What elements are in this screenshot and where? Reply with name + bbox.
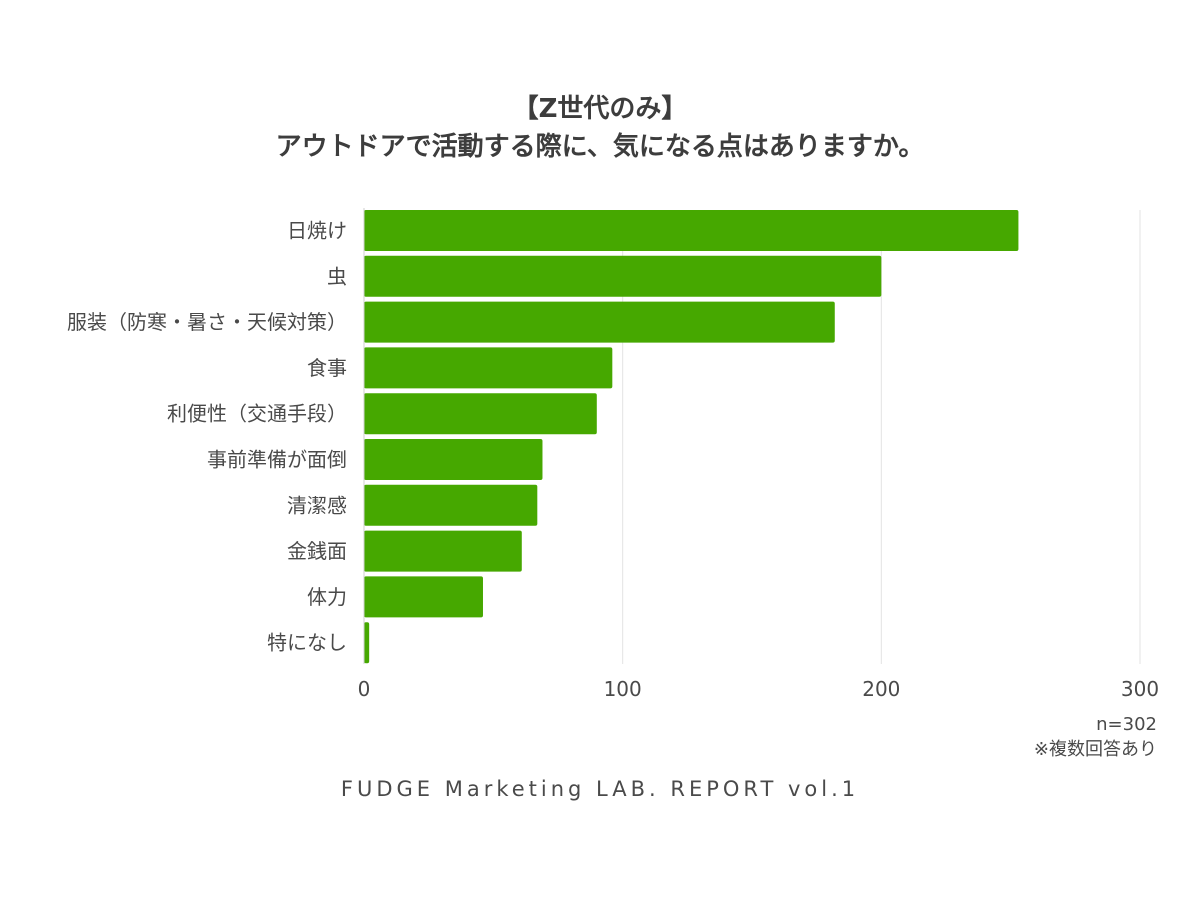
bar-6 (364, 484, 538, 526)
chart-title: 【Z世代のみ】 アウトドアで活動する際に、気になる点はありますか。 (0, 90, 1200, 166)
bar-7 (364, 530, 522, 572)
bar-1 (364, 255, 882, 297)
x-tick-label-300: 300 (1121, 677, 1159, 701)
sample-size-note: n=302 (1096, 714, 1157, 735)
bar-2 (364, 301, 835, 343)
bar-9 (364, 622, 370, 664)
bar-3 (364, 347, 613, 389)
category-label-0: 日焼け (287, 219, 347, 243)
category-label-5: 事前準備が面倒 (207, 448, 347, 472)
category-label-1: 虫 (327, 264, 347, 288)
bar-8 (364, 576, 483, 618)
category-label-4: 利便性（交通手段） (167, 402, 347, 426)
bar-5 (364, 439, 543, 480)
x-tick-label-0: 0 (358, 677, 371, 701)
report-footer: FUDGE Marketing LAB. REPORT vol.1 (340, 777, 860, 801)
category-label-8: 体力 (307, 585, 347, 609)
multi-answer-note: ※複数回答あり (1033, 739, 1157, 760)
category-label-9: 特になし (267, 631, 347, 655)
category-label-2: 服装（防寒・暑さ・天候対策） (67, 310, 347, 334)
bar-0 (364, 210, 1019, 251)
x-tick-label-100: 100 (604, 677, 642, 701)
chart-title-line2: アウトドアで活動する際に、気になる点はありますか。 (275, 132, 925, 162)
x-tick-label-200: 200 (862, 677, 900, 701)
category-label-7: 金銭面 (287, 539, 347, 563)
chart-notes: n=302 ※複数回答あり (1034, 712, 1157, 762)
chart-title-line1: 【Z世代のみ】 (512, 94, 688, 124)
bar-4 (364, 393, 597, 435)
category-label-3: 食事 (307, 356, 347, 380)
category-label-6: 清潔感 (287, 493, 347, 517)
